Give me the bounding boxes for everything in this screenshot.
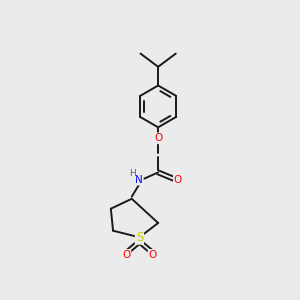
Text: H: H bbox=[129, 169, 136, 178]
Text: O: O bbox=[148, 250, 157, 260]
Text: N: N bbox=[135, 175, 143, 185]
Text: O: O bbox=[174, 175, 182, 185]
Text: O: O bbox=[122, 250, 130, 260]
Text: S: S bbox=[136, 231, 143, 244]
Text: O: O bbox=[154, 133, 162, 143]
